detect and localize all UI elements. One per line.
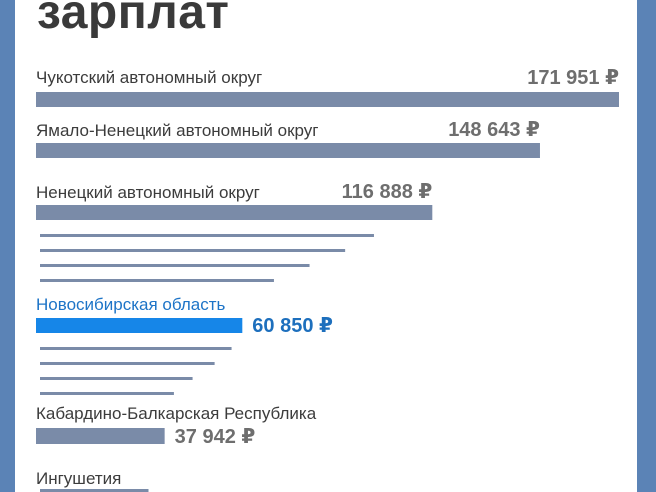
chart-title: зарплат xyxy=(37,0,230,39)
bar-10 xyxy=(40,377,193,380)
bar-11 xyxy=(40,392,174,395)
bar-6 xyxy=(40,279,274,282)
chart-card: зарплат Чукотский автономный округ 171 95… xyxy=(15,0,637,492)
bar-4 xyxy=(40,249,346,252)
bar-label-7: Новосибирская область xyxy=(36,295,225,314)
value-label-0: 171 951 ₽ xyxy=(527,67,619,89)
bar-label-12: Кабардино-Балкарская Республика xyxy=(36,404,317,423)
bar-2 xyxy=(36,205,433,220)
bar-7 xyxy=(36,318,243,333)
bar-13 xyxy=(40,489,149,492)
bar-label-0: Чукотский автономный округ xyxy=(36,68,262,87)
salary-bar-chart: Чукотский автономный округ 171 951 ₽ Ямало… xyxy=(36,67,619,492)
value-label-2: 116 888 ₽ xyxy=(342,181,433,203)
value-label-1: 148 643 ₽ xyxy=(448,119,540,141)
bar-9 xyxy=(40,362,215,365)
value-label-12: 37 942 ₽ xyxy=(175,426,256,448)
bar-label-13: Ингушетия xyxy=(36,469,121,488)
bar-0 xyxy=(36,92,619,107)
bar-3 xyxy=(40,234,374,237)
bar-1 xyxy=(36,143,540,158)
bar-label-2: Ненецкий автономный округ xyxy=(36,183,260,202)
value-label-7: 60 850 ₽ xyxy=(252,315,333,337)
bar-label-1: Ямало-Ненецкий автономный округ xyxy=(36,121,318,140)
bar-5 xyxy=(40,264,310,267)
bar-12 xyxy=(36,428,165,444)
bar-8 xyxy=(40,347,232,350)
